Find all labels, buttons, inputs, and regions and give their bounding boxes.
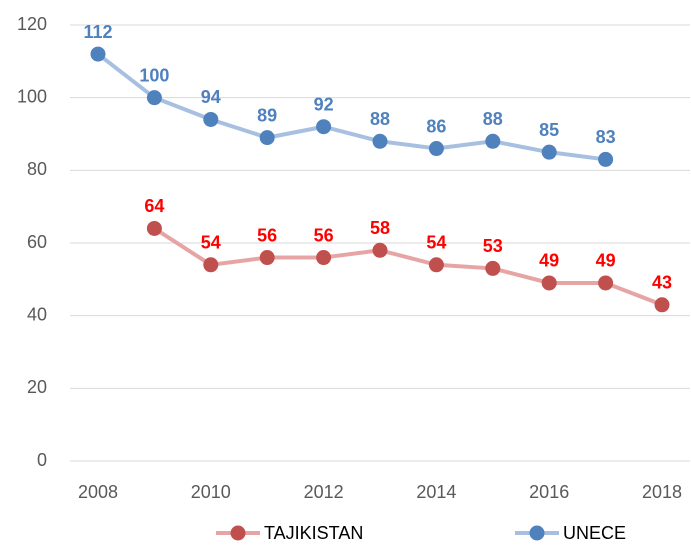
point — [485, 260, 501, 276]
legend-label: UNECE — [563, 523, 626, 543]
x-tick-label: 2010 — [191, 482, 231, 502]
point — [316, 119, 332, 135]
x-tick-label: 2008 — [78, 482, 118, 502]
legend-label: TAJIKISTAN — [264, 523, 363, 543]
y-tick-label: 40 — [27, 304, 47, 324]
data-label: 43 — [652, 273, 672, 293]
data-label: 83 — [596, 127, 616, 147]
y-tick-label: 0 — [37, 450, 47, 470]
point — [259, 130, 275, 146]
series-line — [153, 226, 663, 307]
point — [598, 275, 614, 291]
data-label: 54 — [426, 233, 446, 253]
data-label: 56 — [257, 225, 277, 245]
data-label: 92 — [314, 94, 334, 114]
data-label: 100 — [139, 65, 169, 85]
data-label: 88 — [483, 109, 503, 129]
data-label: 85 — [539, 120, 559, 140]
y-tick-label: 120 — [17, 14, 47, 34]
point — [259, 250, 275, 266]
y-tick-label: 100 — [17, 86, 47, 106]
data-label: 49 — [539, 251, 559, 271]
legend-marker — [529, 525, 545, 541]
data-label: 49 — [596, 251, 616, 271]
point — [654, 297, 670, 313]
data-label: 94 — [201, 87, 221, 107]
data-label: 58 — [370, 218, 390, 238]
point — [90, 46, 106, 62]
y-tick-label: 80 — [27, 159, 47, 179]
x-tick-label: 2012 — [304, 482, 344, 502]
y-tick-label: 60 — [27, 232, 47, 252]
data-label: 53 — [483, 236, 503, 256]
data-label: 54 — [201, 233, 221, 253]
point — [316, 250, 332, 266]
x-tick-label: 2016 — [529, 482, 569, 502]
x-tick-label: 2014 — [416, 482, 456, 502]
point — [146, 220, 162, 236]
data-label: 56 — [314, 225, 334, 245]
series-line — [96, 52, 606, 162]
point — [372, 133, 388, 149]
point — [598, 151, 614, 167]
data-label: 88 — [370, 109, 390, 129]
point — [372, 242, 388, 258]
data-label: 89 — [257, 105, 277, 125]
legend-marker — [230, 525, 246, 541]
point — [428, 141, 444, 157]
point — [146, 90, 162, 106]
data-label: 86 — [426, 116, 446, 136]
point — [485, 133, 501, 149]
point — [541, 275, 557, 291]
data-label: 112 — [83, 22, 112, 42]
y-tick-label: 20 — [27, 377, 47, 397]
x-tick-label: 2018 — [642, 482, 682, 502]
point — [428, 257, 444, 273]
point — [203, 111, 219, 127]
data-label: 64 — [144, 196, 164, 216]
point — [541, 144, 557, 160]
point — [203, 257, 219, 273]
